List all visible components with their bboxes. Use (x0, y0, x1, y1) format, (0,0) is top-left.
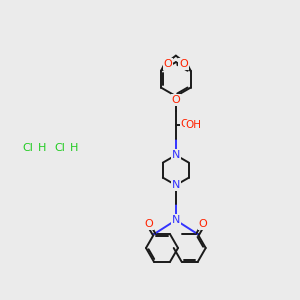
Text: O: O (144, 219, 153, 229)
Text: N: N (172, 150, 180, 160)
Text: O: O (181, 119, 189, 129)
Text: N: N (172, 215, 180, 225)
Text: O: O (164, 58, 172, 69)
Text: O: O (199, 219, 208, 229)
Text: Cl: Cl (22, 143, 33, 153)
Text: N: N (172, 180, 180, 190)
Text: O: O (179, 58, 188, 69)
Text: OH: OH (186, 120, 202, 130)
Text: H: H (189, 120, 196, 130)
Text: O: O (172, 95, 180, 105)
Text: H: H (38, 143, 46, 153)
Text: H: H (70, 143, 78, 153)
Text: Cl: Cl (55, 143, 65, 153)
